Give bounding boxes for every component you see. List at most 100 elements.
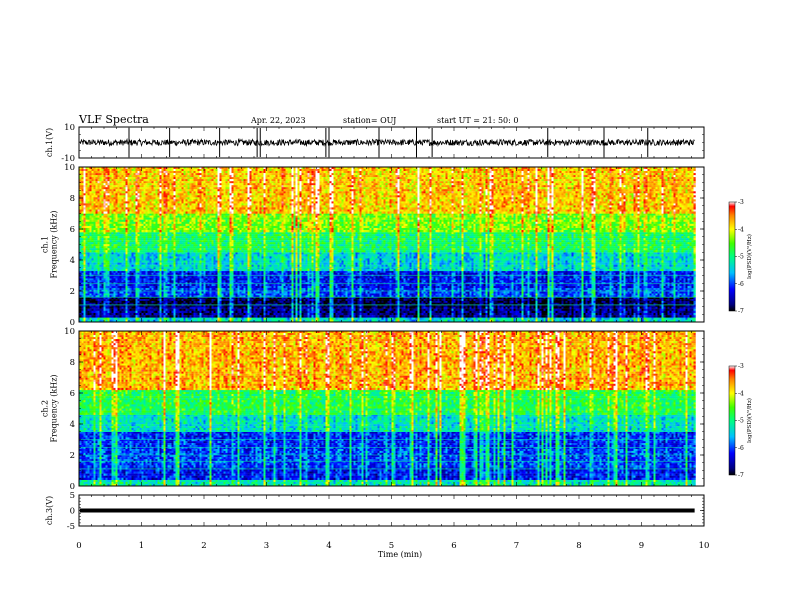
spectrogram-cell <box>116 201 118 203</box>
spectrogram-cell <box>148 271 150 273</box>
spectrogram-cell <box>130 187 132 189</box>
spectrogram-cell <box>136 303 138 305</box>
spectrogram-cell <box>80 224 82 226</box>
spectrogram-cell <box>144 242 146 244</box>
spectrogram-cell <box>136 228 138 230</box>
spectrogram-cell <box>134 238 136 240</box>
spectrogram-cell <box>128 252 130 254</box>
spectrogram-cell <box>88 226 90 228</box>
spectrogram-cell <box>140 199 142 201</box>
spectrogram-cell <box>98 301 100 303</box>
spectrogram-cell <box>84 297 86 299</box>
spectrogram-cell <box>126 311 128 313</box>
spectrogram-cell <box>116 286 118 288</box>
spectrogram-cell <box>138 175 140 177</box>
spectrogram-cell <box>118 207 120 209</box>
spectrogram-cell <box>80 288 82 290</box>
spectrogram-cell <box>134 311 136 313</box>
spectrogram-cell <box>138 307 140 309</box>
spectrogram-cell <box>82 301 84 303</box>
spectrogram-cell <box>110 315 112 317</box>
spectrogram-cell <box>110 222 112 224</box>
spectrogram-cell <box>102 179 104 181</box>
spectrogram-cell <box>114 173 116 175</box>
spectrogram-cell <box>96 189 98 191</box>
spectrogram-cell <box>92 207 94 209</box>
spectrogram-cell <box>146 248 148 250</box>
spectrogram-cell <box>114 284 116 286</box>
spectrogram-cell <box>144 311 146 313</box>
spectrogram-cell <box>132 309 134 311</box>
spectrogram-cell <box>80 191 82 193</box>
spectrogram-cell <box>98 226 100 228</box>
spectrogram-cell <box>134 220 136 222</box>
spectrogram-cell <box>96 185 98 187</box>
spectrogram-cell <box>144 309 146 311</box>
spectrogram-cell <box>100 278 102 280</box>
spectrogram-cell <box>110 173 112 175</box>
spectrogram-cell <box>90 301 92 303</box>
spectrogram-cell <box>130 242 132 244</box>
spectrogram-cell <box>128 207 130 209</box>
spectrogram-cell <box>126 183 128 185</box>
spectrogram-cell <box>84 315 86 317</box>
spectrogram-cell <box>146 181 148 183</box>
spectrogram-cell <box>120 171 122 173</box>
spectrogram-cell <box>138 205 140 207</box>
spectrogram-cell <box>140 193 142 195</box>
spectrogram-cell <box>100 301 102 303</box>
spectrogram-cell <box>84 265 86 267</box>
spectrogram-cell <box>94 228 96 230</box>
spectrogram-cell <box>122 173 124 175</box>
spectrogram-cell <box>130 273 132 275</box>
spectrogram-cell <box>122 288 124 290</box>
spectrogram-cell <box>122 307 124 309</box>
spectrogram-cell <box>94 236 96 238</box>
spectrogram-cell <box>104 222 106 224</box>
spectrogram-cell <box>124 224 126 226</box>
spectrogram-cell <box>118 210 120 212</box>
spectrogram-cell <box>126 220 128 222</box>
spectrogram-cell <box>88 205 90 207</box>
spectrogram-cell <box>100 230 102 232</box>
spectrogram-cell <box>138 313 140 315</box>
spectrogram-cell <box>118 175 120 177</box>
spectrogram-cell <box>106 179 108 181</box>
spectrogram-cell <box>90 258 92 260</box>
spectrogram-cell <box>136 193 138 195</box>
spectrogram-cell <box>138 315 140 317</box>
spectrogram-cell <box>146 284 148 286</box>
spectrogram-cell <box>94 183 96 185</box>
spectrogram-cell <box>142 185 144 187</box>
spectrogram-cell <box>100 244 102 246</box>
spectrogram-cell <box>84 218 86 220</box>
spectrogram-cell <box>96 240 98 242</box>
spectrogram-cell <box>102 177 104 179</box>
spectrogram-cell <box>98 191 100 193</box>
spectrogram-cell <box>148 216 150 218</box>
spectrogram-cell <box>148 240 150 242</box>
spectrogram-cell <box>114 271 116 273</box>
spectrogram-cell <box>140 189 142 191</box>
spectrogram-cell <box>130 169 132 171</box>
spectrogram-cell <box>118 271 120 273</box>
spectrogram-cell <box>92 246 94 248</box>
spectrogram-cell <box>118 191 120 193</box>
spectrogram-cell <box>90 256 92 258</box>
spectrogram-cell <box>136 317 138 320</box>
spectrogram-cell <box>108 256 110 258</box>
spectrogram-cell <box>98 292 100 294</box>
spectrogram-cell <box>118 278 120 280</box>
spectrogram-cell <box>88 236 90 238</box>
spectrogram-cell <box>80 236 82 238</box>
spectrogram-cell <box>80 193 82 195</box>
spectrogram-cell <box>124 197 126 199</box>
spectrogram-cell <box>140 242 142 244</box>
spectrogram-cell <box>84 238 86 240</box>
spectrogram-cell <box>90 193 92 195</box>
spectrogram-cell <box>80 238 82 240</box>
spectrogram-cell <box>112 303 114 305</box>
spectrogram-cell <box>110 183 112 185</box>
spectrogram-cell <box>100 199 102 201</box>
spectrogram-cell <box>134 218 136 220</box>
